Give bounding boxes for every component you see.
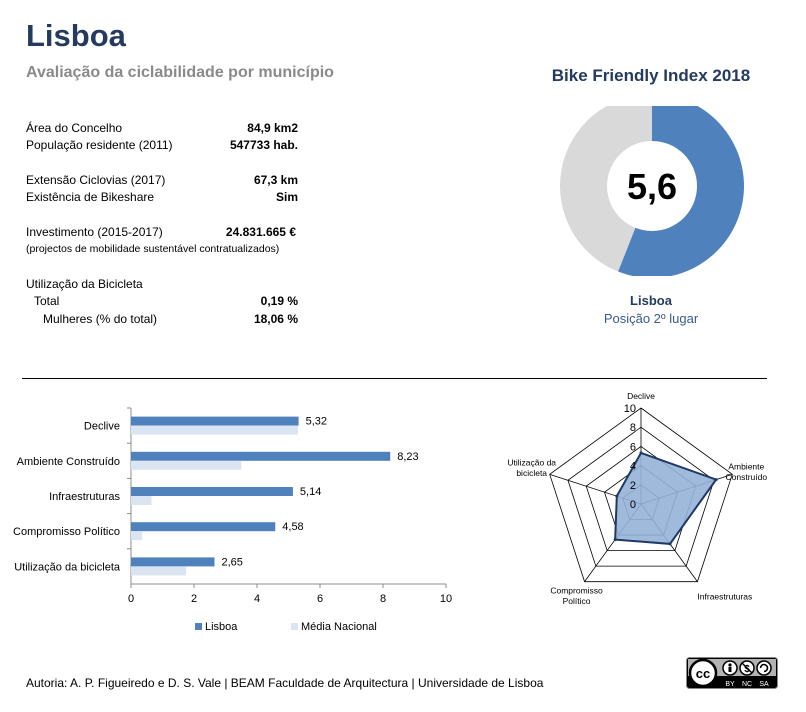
x-tick-label: 8 xyxy=(380,593,386,605)
legend-label: Média Nacional xyxy=(301,621,377,633)
radar-axis-label: Declive xyxy=(627,391,655,401)
cc-by-label: BY xyxy=(725,681,735,688)
y-category-label: Infraestruturas xyxy=(49,491,120,503)
bar-lisboa xyxy=(131,557,215,567)
by-person-body xyxy=(728,667,732,672)
cc-circle-icon xyxy=(688,658,718,688)
stat-area: Área do Concelho 84,9 km2 xyxy=(26,121,298,135)
bar-data-label: 8,23 xyxy=(397,451,418,463)
bar-lisboa xyxy=(131,451,391,461)
bar-media-nacional xyxy=(131,425,298,435)
x-tick-label: 2 xyxy=(191,593,197,605)
radar-chart: 0 2 4 6 8 10 Declive Ambiente Construído Infraest… xyxy=(507,391,768,607)
stat-label: Total xyxy=(34,294,60,308)
radar-grid-ring xyxy=(549,407,733,583)
y-category-label: Utilização da bicicleta xyxy=(14,561,121,573)
stat-usage-women: Mulheres (% do total) 18,06 % xyxy=(26,312,298,326)
investment-note: (projectos de mobilidade sustentável con… xyxy=(26,243,280,255)
bar-data-label: 5,32 xyxy=(306,416,327,428)
section-divider xyxy=(22,378,767,379)
radar-data-point xyxy=(714,478,718,482)
stat-value: 84,9 km2 xyxy=(247,121,298,135)
stat-label: Área do Concelho xyxy=(26,121,123,135)
legend-swatch xyxy=(195,623,202,630)
radar-tick-label: 8 xyxy=(630,422,636,434)
sa-share-arrow xyxy=(759,663,769,673)
footer-credit: Autoria: A. P. Figueiredo e D. S. Vale |… xyxy=(26,676,544,690)
stat-label: Extensão Ciclovias (2017) xyxy=(26,173,166,187)
legend-label: Lisboa xyxy=(205,621,238,633)
radar-axis-label: Ambiente Construído xyxy=(726,461,768,482)
bfi-position: Posição 2º lugar xyxy=(603,311,699,326)
y-category-label: Ambiente Construído xyxy=(17,456,120,468)
radar-data-point xyxy=(613,538,617,542)
y-category-label: Declive xyxy=(84,421,120,433)
y-category-label: Compromisso Político xyxy=(13,526,120,538)
radar-data-point xyxy=(615,494,619,498)
bfi-city: Lisboa xyxy=(630,293,672,308)
stat-label: Mulheres (% do total) xyxy=(43,312,158,326)
stat-label: Utilização da Bicicleta xyxy=(26,277,143,291)
by-person-head xyxy=(728,663,732,667)
bar-data-label: 4,58 xyxy=(282,521,303,533)
nc-dollar-glyph: $ xyxy=(744,664,750,675)
bar-data-label: 5,14 xyxy=(300,486,321,498)
cc-sa-label: SA xyxy=(759,681,769,688)
bar-lisboa xyxy=(131,522,276,532)
radar-data-point xyxy=(639,451,643,455)
radar-grid-ring xyxy=(567,426,715,567)
cc-letters: cc xyxy=(696,666,710,681)
radar-data-point xyxy=(668,542,672,546)
stat-value: Sim xyxy=(275,190,298,204)
stat-label: Existência de Bikeshare xyxy=(26,190,155,204)
radar-tick-label: 6 xyxy=(630,441,636,453)
bar-media-nacional xyxy=(131,566,187,576)
stat-population: População residente (2011) 547733 hab. xyxy=(26,138,298,152)
bfi-donut-hole xyxy=(607,141,697,231)
radar-axis-label: Compromisso Político xyxy=(550,586,603,607)
x-tick-label: 0 xyxy=(128,593,134,605)
radar-axis-label: Infraestruturas xyxy=(697,592,752,602)
stat-label: Investimento (2015-2017) xyxy=(26,225,163,239)
x-tick-label: 10 xyxy=(440,593,452,605)
bar-lisboa xyxy=(131,487,293,496)
bfi-title: Bike Friendly Index 2018 xyxy=(551,66,751,85)
bar-data-label: 2,65 xyxy=(221,556,242,568)
radar-axis-label: Utilização da bicicleta xyxy=(507,457,556,478)
bfi-score: 5,6 xyxy=(627,166,677,207)
legend-swatch xyxy=(291,623,298,630)
stat-value: 0,19 % xyxy=(260,294,298,308)
bar-lisboa xyxy=(131,416,299,426)
stat-cycleways: Extensão Ciclovias (2017) 67,3 km xyxy=(26,173,298,187)
cc-nc-label: NC xyxy=(742,681,752,688)
usage-heading: Utilização da Bicicleta xyxy=(26,277,298,291)
radar-tick-label: 4 xyxy=(630,461,636,473)
page-title: Lisboa xyxy=(26,18,126,53)
stat-value: 18,06 % xyxy=(253,312,298,326)
radar-tick-label: 10 xyxy=(624,403,636,415)
stat-value: 547733 hab. xyxy=(229,138,298,152)
stat-value: 24.831.665 € xyxy=(225,225,296,239)
stat-bikeshare: Existência de Bikeshare Sim xyxy=(26,190,298,204)
bar-media-nacional xyxy=(131,460,242,470)
x-tick-label: 4 xyxy=(254,593,260,605)
x-tick-label: 6 xyxy=(317,593,323,605)
radar-tick-label: 2 xyxy=(630,480,636,492)
nc-slash xyxy=(741,662,753,674)
stat-value: 67,3 km xyxy=(253,173,298,187)
stat-usage-total: Total 0,19 % xyxy=(26,294,298,308)
radar-tick-label: 0 xyxy=(630,499,636,511)
bar-chart: 0 2 4 6 8 10 Declive 5,32 Ambiente Construído 8,2… xyxy=(13,407,452,633)
radar-data-polygon xyxy=(614,451,718,545)
sa-share-icon xyxy=(756,660,772,676)
stat-investment: Investimento (2015-2017) 24.831.665 € xyxy=(26,225,296,239)
creative-commons-by-nc-sa-icon: cc $ BY NC SA xyxy=(686,657,778,689)
bar-media-nacional xyxy=(131,531,143,541)
stat-label: População residente (2011) xyxy=(26,138,173,152)
bfi-donut-chart: 5,6 xyxy=(560,106,744,276)
page-subtitle: Avaliação da ciclabilidade por município xyxy=(26,64,334,81)
bar-media-nacional xyxy=(131,496,152,505)
